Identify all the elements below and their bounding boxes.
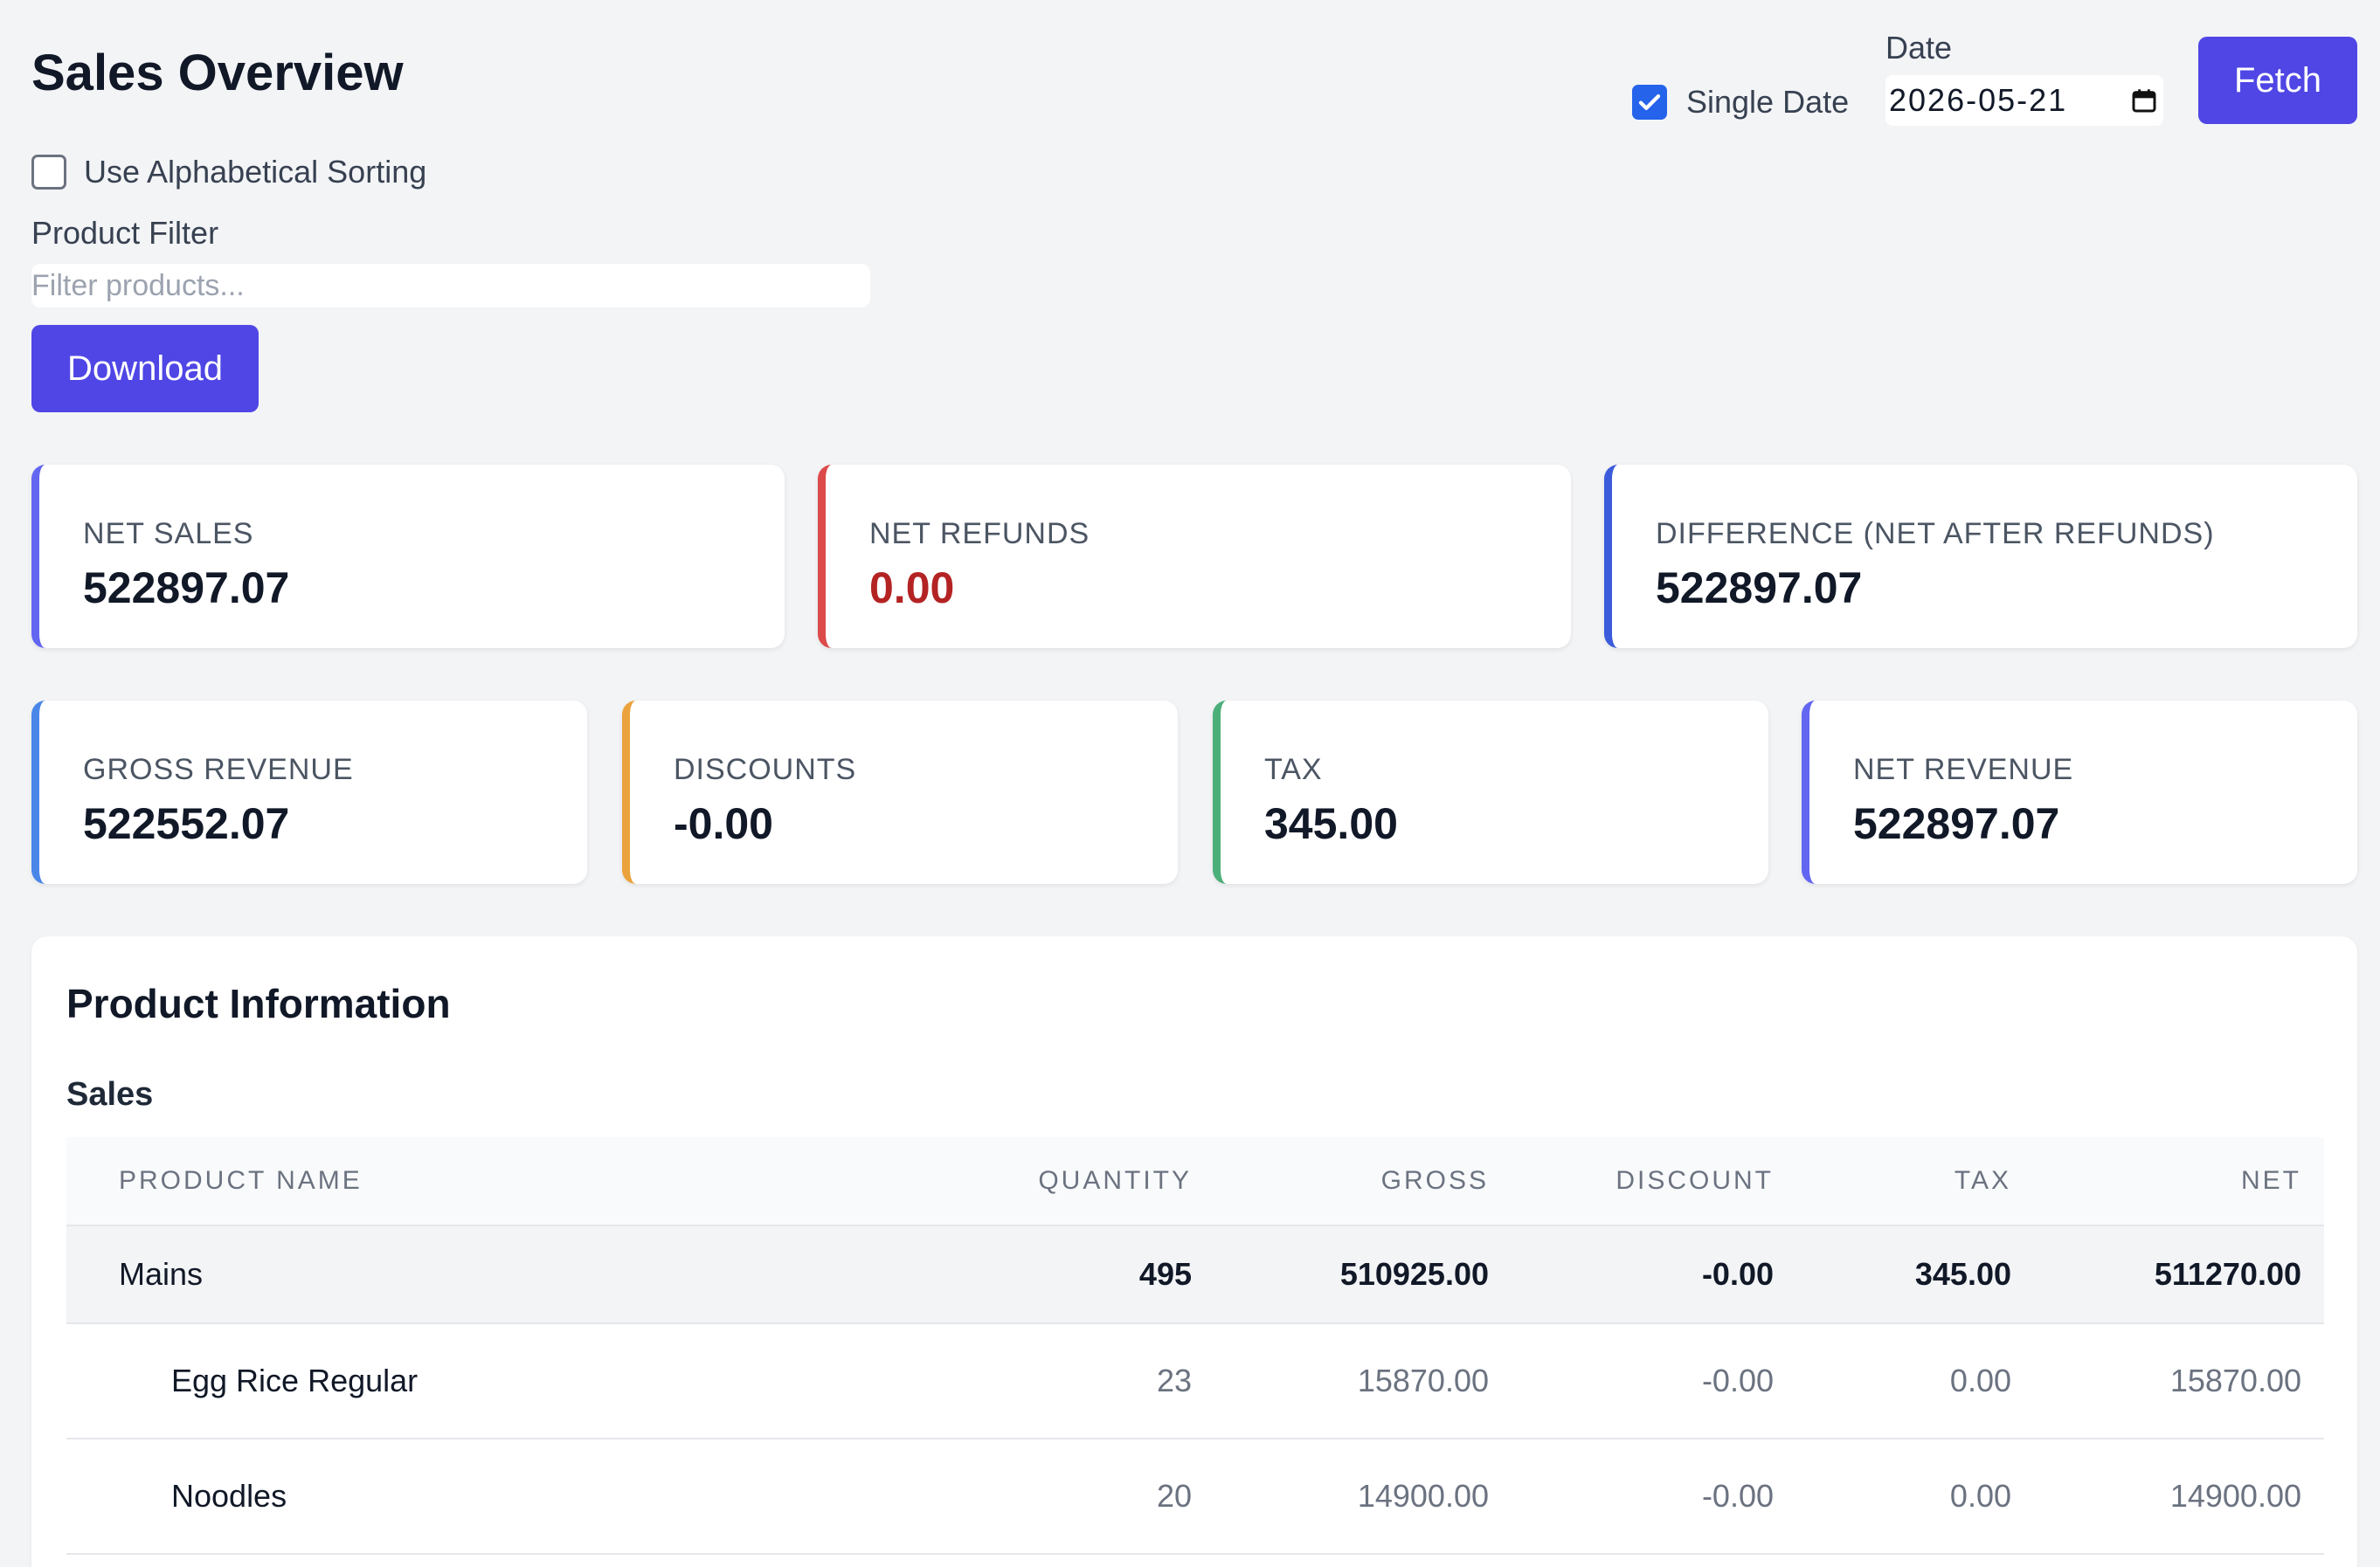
date-input[interactable]: 2026-05-21 — [1885, 75, 2163, 126]
card-label: DIFFERENCE (NET AFTER REFUNDS) — [1656, 517, 2215, 550]
date-value: 2026-05-21 — [1889, 82, 2068, 118]
product-information-title: Product Information — [66, 981, 451, 1026]
net-sales-card: NET SALES 522897.07 — [31, 465, 785, 648]
card-value: 522897.07 — [83, 563, 290, 612]
tax-card: TAX 345.00 — [1213, 701, 1768, 884]
calendar-icon[interactable] — [2130, 86, 2158, 114]
alphabetical-sorting-toggle[interactable]: Use Alphabetical Sorting — [31, 154, 426, 190]
card-value: -0.00 — [674, 799, 773, 848]
alphabetical-sorting-label: Use Alphabetical Sorting — [84, 154, 427, 190]
column-header-net[interactable]: NET — [2241, 1166, 2301, 1195]
gross-revenue-card: GROSS REVENUE 522552.07 — [31, 701, 587, 884]
net-refunds-card: NET REFUNDS 0.00 — [818, 465, 1571, 648]
product-filter-label: Product Filter — [31, 215, 219, 251]
row-tax: 0.00 — [1949, 1363, 2011, 1398]
row-gross: 15870.00 — [1357, 1363, 1489, 1398]
download-button[interactable]: Download — [31, 325, 259, 412]
row-product-name: Egg Rice Regular — [171, 1363, 419, 1398]
row-gross: 510925.00 — [1339, 1256, 1489, 1292]
card-label: GROSS REVENUE — [83, 753, 354, 786]
single-date-toggle[interactable]: Single Date — [1632, 84, 1849, 121]
row-net: 15870.00 — [2169, 1363, 2301, 1398]
row-discount: -0.00 — [1701, 1478, 1774, 1514]
row-product-name: Noodles — [171, 1478, 287, 1514]
row-tax: 0.00 — [1949, 1478, 2011, 1514]
date-label: Date — [1885, 30, 1953, 66]
difference-card: DIFFERENCE (NET AFTER REFUNDS) 522897.07 — [1604, 465, 2357, 648]
card-label: NET REVENUE — [1853, 753, 2074, 786]
single-date-label: Single Date — [1686, 84, 1850, 120]
column-header-tax[interactable]: TAX — [1954, 1166, 2011, 1195]
card-value: 522897.07 — [1656, 563, 1863, 612]
row-quantity: 20 — [1156, 1478, 1192, 1514]
table-row[interactable]: Noodles 20 14900.00 -0.00 0.00 14900.00 — [66, 1439, 2324, 1555]
row-net: 14900.00 — [2169, 1478, 2301, 1514]
page-title: Sales Overview — [31, 45, 404, 101]
row-discount: -0.00 — [1701, 1363, 1774, 1398]
card-label: NET REFUNDS — [869, 517, 1090, 550]
card-label: DISCOUNTS — [674, 753, 857, 786]
table-row[interactable]: Egg Rice Regular 23 15870.00 -0.00 0.00 … — [66, 1324, 2324, 1439]
fetch-button[interactable]: Fetch — [2198, 37, 2357, 124]
row-gross: 14900.00 — [1357, 1478, 1489, 1514]
column-header-discount[interactable]: DISCOUNT — [1615, 1166, 1774, 1195]
net-revenue-card: NET REVENUE 522897.07 — [1802, 701, 2357, 884]
row-discount: -0.00 — [1701, 1256, 1774, 1292]
row-quantity: 23 — [1156, 1363, 1192, 1398]
row-quantity: 495 — [1138, 1256, 1192, 1292]
checkmark-icon — [1638, 94, 1661, 110]
alphabetical-sorting-checkbox[interactable] — [31, 155, 66, 190]
column-header-product-name[interactable]: PRODUCT NAME — [119, 1166, 363, 1195]
column-header-gross[interactable]: GROSS — [1380, 1166, 1489, 1195]
column-header-quantity[interactable]: QUANTITY — [1038, 1166, 1192, 1195]
sales-section-title: Sales — [66, 1076, 154, 1113]
single-date-checkbox[interactable] — [1632, 85, 1667, 120]
row-net: 511270.00 — [2154, 1256, 2301, 1292]
card-label: TAX — [1264, 753, 1323, 786]
card-value: 0.00 — [869, 563, 955, 612]
product-information-panel: Product Information Sales PRODUCT NAME Q… — [31, 936, 2357, 1567]
discounts-card: DISCOUNTS -0.00 — [622, 701, 1178, 884]
row-tax: 345.00 — [1914, 1256, 2011, 1292]
card-value: 522552.07 — [83, 799, 290, 848]
sales-table: PRODUCT NAME QUANTITY GROSS DISCOUNT TAX… — [66, 1137, 2324, 1555]
card-label: NET SALES — [83, 517, 254, 550]
row-product-name: Mains — [119, 1256, 204, 1292]
card-value: 345.00 — [1264, 799, 1398, 848]
product-filter-input[interactable] — [31, 264, 870, 307]
table-header: PRODUCT NAME QUANTITY GROSS DISCOUNT TAX… — [66, 1137, 2324, 1226]
category-row-mains[interactable]: Mains 495 510925.00 -0.00 345.00 511270.… — [66, 1226, 2324, 1324]
card-value: 522897.07 — [1853, 799, 2060, 848]
